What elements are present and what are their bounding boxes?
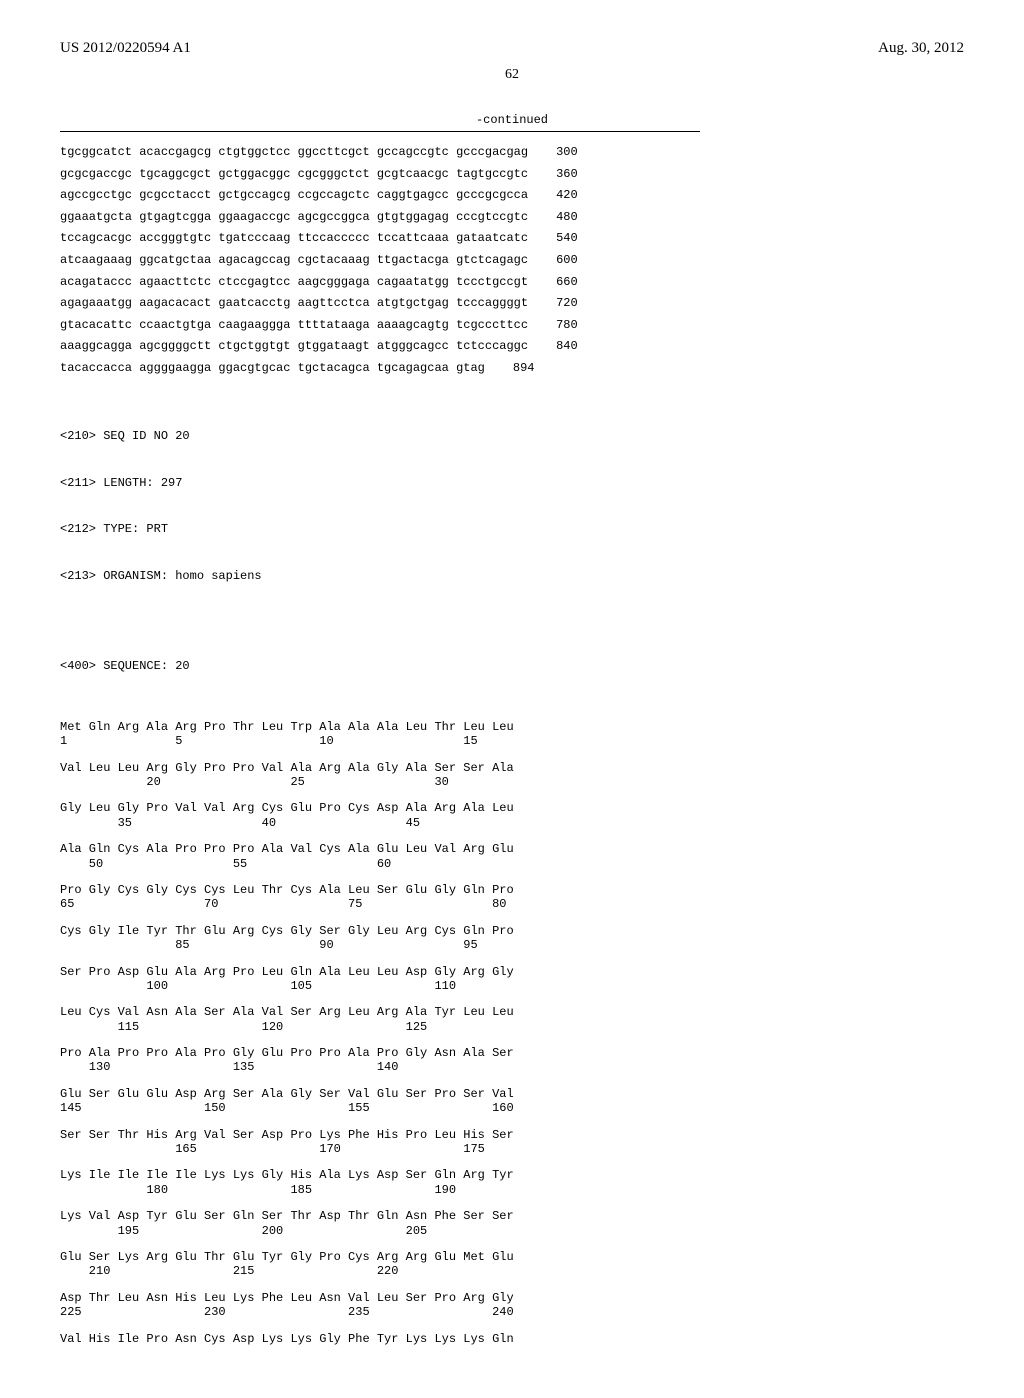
protein-row: Leu Cys Val Asn Ala Ser Ala Val Ser Arg …: [60, 1005, 700, 1034]
dna-seq-text: acagataccc agaacttctc ctccgagtcc aagcggg…: [60, 272, 528, 294]
dna-position: 720: [528, 293, 578, 315]
protein-row: Ser Ser Thr His Arg Val Ser Asp Pro Lys …: [60, 1128, 700, 1157]
seq-length-line: <211> LENGTH: 297: [60, 476, 700, 492]
amino-acid-line: Glu Ser Lys Arg Glu Thr Glu Tyr Gly Pro …: [60, 1250, 700, 1264]
position-number-line: 180 185 190: [60, 1183, 700, 1197]
position-number-line: 20 25 30: [60, 775, 700, 789]
dna-row: agagaaatgg aagacacact gaatcacctg aagttcc…: [60, 293, 700, 315]
amino-acid-line: Ser Ser Thr His Arg Val Ser Asp Pro Lys …: [60, 1128, 700, 1142]
amino-acid-line: Glu Ser Glu Glu Asp Arg Ser Ala Gly Ser …: [60, 1087, 700, 1101]
protein-row: Ser Pro Asp Glu Ala Arg Pro Leu Gln Ala …: [60, 965, 700, 994]
dna-position: 300: [528, 142, 578, 164]
protein-row: Lys Val Asp Tyr Glu Ser Gln Ser Thr Asp …: [60, 1209, 700, 1238]
amino-acid-line: Leu Cys Val Asn Ala Ser Ala Val Ser Arg …: [60, 1005, 700, 1019]
header-publication-number: US 2012/0220594 A1: [60, 40, 191, 57]
dna-row: gtacacattc ccaactgtga caagaaggga ttttata…: [60, 315, 700, 337]
dna-position: 360: [528, 164, 578, 186]
dna-seq-text: gcgcgaccgc tgcaggcgct gctggacggc cgcgggc…: [60, 164, 528, 186]
dna-position: 420: [528, 185, 578, 207]
amino-acid-line: Asp Thr Leu Asn His Leu Lys Phe Leu Asn …: [60, 1291, 700, 1305]
continued-label: -continued: [60, 113, 964, 127]
protein-row: Lys Ile Ile Ile Ile Lys Lys Gly His Ala …: [60, 1168, 700, 1197]
dna-row: aaaggcagga agcggggctt ctgctggtgt gtggata…: [60, 336, 700, 358]
amino-acid-line: Pro Gly Cys Gly Cys Cys Leu Thr Cys Ala …: [60, 883, 700, 897]
position-number-line: 130 135 140: [60, 1060, 700, 1074]
dna-row: acagataccc agaacttctc ctccgagtcc aagcggg…: [60, 272, 700, 294]
amino-acid-line: Lys Ile Ile Ile Ile Lys Lys Gly His Ala …: [60, 1168, 700, 1182]
position-number-line: 145 150 155 160: [60, 1101, 700, 1115]
position-number-line: 1 5 10 15: [60, 734, 700, 748]
position-number-line: 195 200 205: [60, 1224, 700, 1238]
amino-acid-line: Met Gln Arg Ala Arg Pro Thr Leu Trp Ala …: [60, 720, 700, 734]
spacer: [60, 616, 700, 628]
protein-row: Ala Gln Cys Ala Pro Pro Pro Ala Val Cys …: [60, 842, 700, 871]
dna-seq-text: agccgcctgc gcgcctacct gctgccagcg ccgccag…: [60, 185, 528, 207]
protein-sequence-block: Met Gln Arg Ala Arg Pro Thr Leu Trp Ala …: [60, 720, 700, 1346]
header: US 2012/0220594 A1 Aug. 30, 2012: [60, 40, 964, 57]
amino-acid-line: Ala Gln Cys Ala Pro Pro Pro Ala Val Cys …: [60, 842, 700, 856]
dna-position: 780: [528, 315, 578, 337]
position-number-line: 165 170 175: [60, 1142, 700, 1156]
protein-row: Glu Ser Glu Glu Asp Arg Ser Ala Gly Ser …: [60, 1087, 700, 1116]
dna-position: 840: [528, 336, 578, 358]
dna-sequence-block: tgcggcatct acaccgagcg ctgtggctcc ggccttc…: [60, 142, 700, 380]
amino-acid-line: Cys Gly Ile Tyr Thr Glu Arg Cys Gly Ser …: [60, 924, 700, 938]
dna-seq-text: agagaaatgg aagacacact gaatcacctg aagttcc…: [60, 293, 528, 315]
amino-acid-line: Pro Ala Pro Pro Ala Pro Gly Glu Pro Pro …: [60, 1046, 700, 1060]
amino-acid-line: Ser Pro Asp Glu Ala Arg Pro Leu Gln Ala …: [60, 965, 700, 979]
protein-row: Gly Leu Gly Pro Val Val Arg Cys Glu Pro …: [60, 801, 700, 830]
sequence-area: tgcggcatct acaccgagcg ctgtggctcc ggccttc…: [60, 131, 700, 1346]
seq-type-line: <212> TYPE: PRT: [60, 522, 700, 538]
position-number-line: 115 120 125: [60, 1020, 700, 1034]
dna-seq-text: atcaagaaag ggcatgctaa agacagccag cgctaca…: [60, 250, 528, 272]
amino-acid-line: Val His Ile Pro Asn Cys Asp Lys Lys Gly …: [60, 1332, 700, 1346]
amino-acid-line: Gly Leu Gly Pro Val Val Arg Cys Glu Pro …: [60, 801, 700, 815]
dna-seq-text: tgcggcatct acaccgagcg ctgtggctcc ggccttc…: [60, 142, 528, 164]
position-number-line: 85 90 95: [60, 938, 700, 952]
position-number-line: 50 55 60: [60, 857, 700, 871]
protein-row: Met Gln Arg Ala Arg Pro Thr Leu Trp Ala …: [60, 720, 700, 749]
amino-acid-line: Val Leu Leu Arg Gly Pro Pro Val Ala Arg …: [60, 761, 700, 775]
protein-row: Glu Ser Lys Arg Glu Thr Glu Tyr Gly Pro …: [60, 1250, 700, 1279]
dna-seq-text: tacaccacca aggggaagga ggacgtgcac tgctaca…: [60, 358, 485, 380]
protein-row: Asp Thr Leu Asn His Leu Lys Phe Leu Asn …: [60, 1291, 700, 1320]
protein-row: Pro Ala Pro Pro Ala Pro Gly Glu Pro Pro …: [60, 1046, 700, 1075]
dna-seq-text: ggaaatgcta gtgagtcgga ggaagaccgc agcgccg…: [60, 207, 528, 229]
dna-row: agccgcctgc gcgcctacct gctgccagcg ccgccag…: [60, 185, 700, 207]
sequence-metadata: <210> SEQ ID NO 20 <211> LENGTH: 297 <21…: [60, 398, 700, 706]
protein-row: Cys Gly Ile Tyr Thr Glu Arg Cys Gly Ser …: [60, 924, 700, 953]
protein-row: Pro Gly Cys Gly Cys Cys Leu Thr Cys Ala …: [60, 883, 700, 912]
dna-seq-text: tccagcacgc accgggtgtc tgatcccaag ttccacc…: [60, 228, 528, 250]
dna-row: atcaagaaag ggcatgctaa agacagccag cgctaca…: [60, 250, 700, 272]
page-container: US 2012/0220594 A1 Aug. 30, 2012 62 -con…: [0, 0, 1024, 1398]
dna-row: ggaaatgcta gtgagtcgga ggaagaccgc agcgccg…: [60, 207, 700, 229]
protein-row: Val His Ile Pro Asn Cys Asp Lys Lys Gly …: [60, 1332, 700, 1346]
header-date: Aug. 30, 2012: [878, 40, 964, 57]
dna-row: gcgcgaccgc tgcaggcgct gctggacggc cgcgggc…: [60, 164, 700, 186]
dna-position: 660: [528, 272, 578, 294]
position-number-line: 100 105 110: [60, 979, 700, 993]
page-number: 62: [60, 67, 964, 83]
position-number-line: 210 215 220: [60, 1264, 700, 1278]
position-number-line: 35 40 45: [60, 816, 700, 830]
seq-id-line: <210> SEQ ID NO 20: [60, 429, 700, 445]
seq-organism-line: <213> ORGANISM: homo sapiens: [60, 569, 700, 585]
dna-row: tacaccacca aggggaagga ggacgtgcac tgctaca…: [60, 358, 700, 380]
dna-position: 600: [528, 250, 578, 272]
position-number-line: 225 230 235 240: [60, 1305, 700, 1319]
dna-seq-text: gtacacattc ccaactgtga caagaaggga ttttata…: [60, 315, 528, 337]
dna-position: 894: [485, 358, 535, 380]
dna-position: 480: [528, 207, 578, 229]
dna-row: tgcggcatct acaccgagcg ctgtggctcc ggccttc…: [60, 142, 700, 164]
dna-row: tccagcacgc accgggtgtc tgatcccaag ttccacc…: [60, 228, 700, 250]
seq-sequence-label: <400> SEQUENCE: 20: [60, 659, 700, 675]
protein-row: Val Leu Leu Arg Gly Pro Pro Val Ala Arg …: [60, 761, 700, 790]
amino-acid-line: Lys Val Asp Tyr Glu Ser Gln Ser Thr Asp …: [60, 1209, 700, 1223]
position-number-line: 65 70 75 80: [60, 897, 700, 911]
dna-position: 540: [528, 228, 578, 250]
dna-seq-text: aaaggcagga agcggggctt ctgctggtgt gtggata…: [60, 336, 528, 358]
